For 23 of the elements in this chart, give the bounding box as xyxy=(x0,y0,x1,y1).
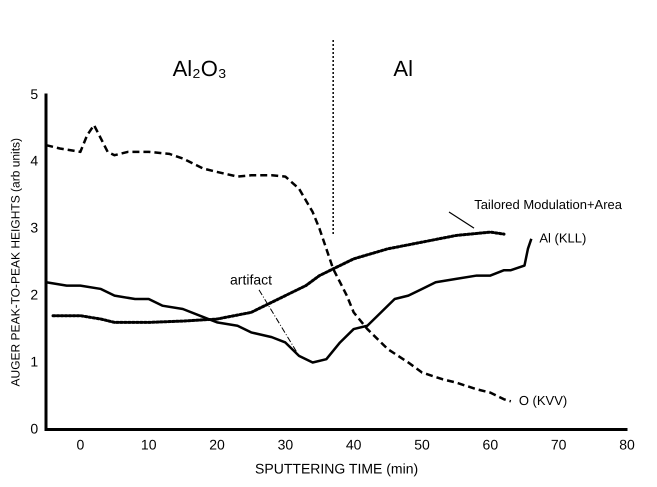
x-tick-label: 0 xyxy=(76,436,84,453)
y-tick-label: 1 xyxy=(30,353,38,370)
x-tick-label: 40 xyxy=(346,436,362,453)
y-tick-label: 5 xyxy=(30,86,38,102)
x-tick-label: 80 xyxy=(619,436,635,453)
y-tick-label: 3 xyxy=(30,220,38,236)
series-label: O (KVV) xyxy=(518,392,568,408)
x-tick-label: 70 xyxy=(550,436,567,453)
series-label: Al (KLL) xyxy=(539,230,586,246)
x-axis-title: SPUTTERING TIME (min) xyxy=(255,460,418,476)
y-tick-label: 0 xyxy=(30,420,38,436)
series-label: Tailored Modulation+Area xyxy=(474,196,623,212)
x-tick-label: 50 xyxy=(414,436,430,453)
x-tick-label: 60 xyxy=(482,436,498,453)
y-tick-label: 4 xyxy=(30,152,38,169)
y-tick-label: 2 xyxy=(30,286,38,302)
x-tick-label: 20 xyxy=(209,436,226,453)
x-tick-label: 30 xyxy=(278,436,294,453)
x-tick-label: 10 xyxy=(140,436,157,453)
annotation: artifact xyxy=(230,272,272,288)
text: Al₂O₃ xyxy=(172,56,227,82)
text: Al xyxy=(393,56,413,82)
y-axis-title: AUGER PEAK-TO-PEAK HEIGHTS (arb units) xyxy=(8,138,23,386)
